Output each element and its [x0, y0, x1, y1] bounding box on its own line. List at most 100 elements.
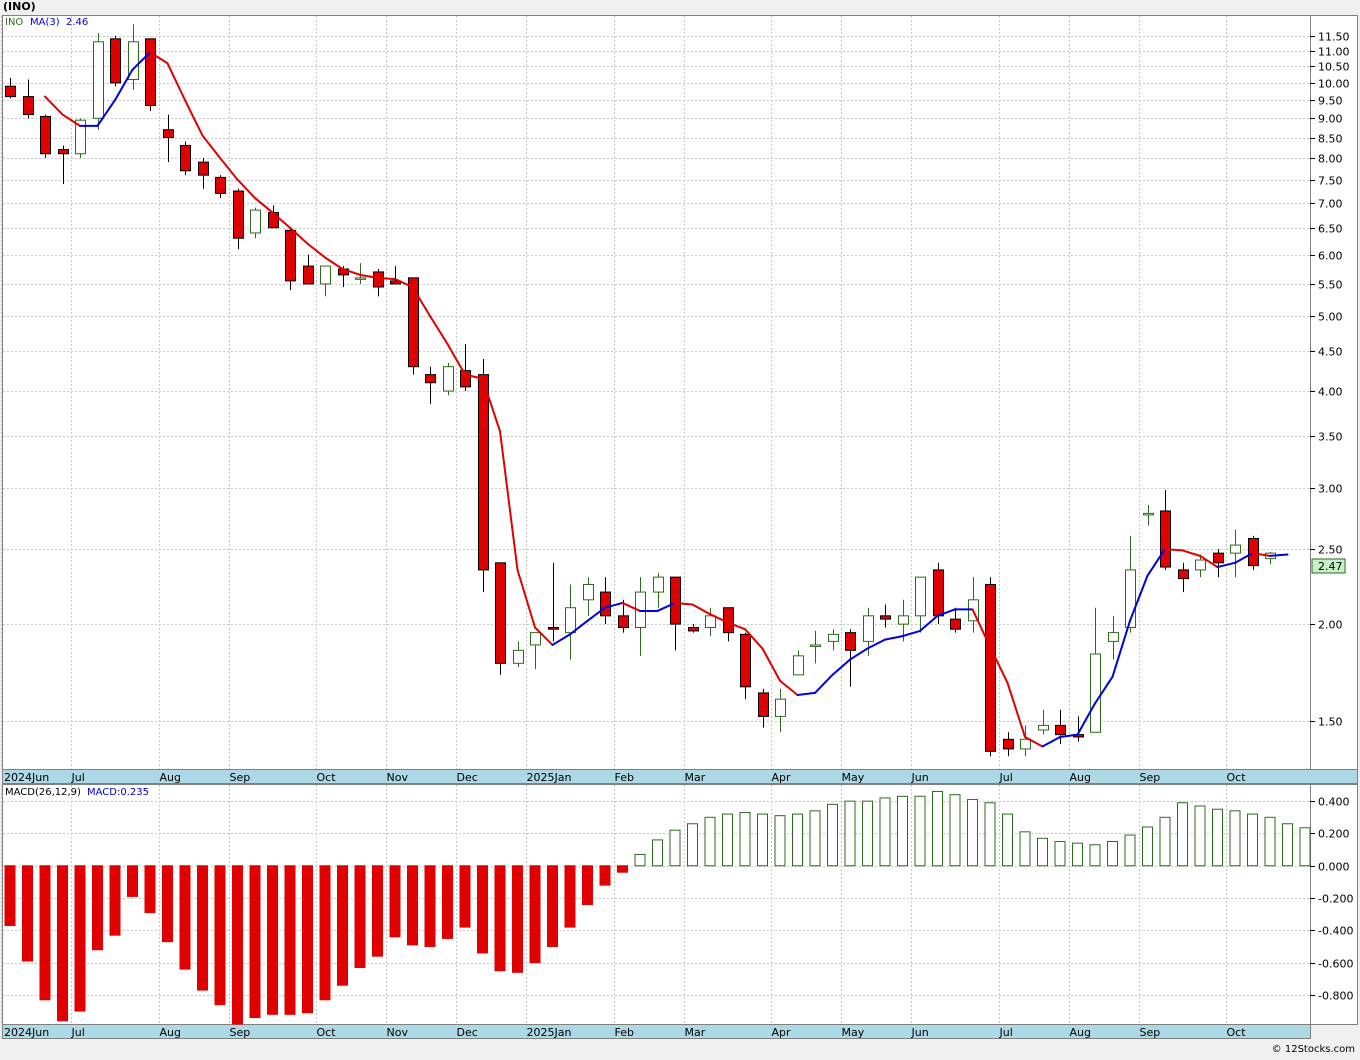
ma-segment-rising: [849, 647, 869, 661]
macd-bar-negative: [337, 865, 348, 986]
macd-bar-positive: [862, 800, 873, 867]
macd-bar-positive: [669, 829, 681, 867]
macd-bar-negative: [372, 865, 383, 957]
candle-down: [618, 615, 629, 629]
candle-down: [880, 615, 891, 620]
ma-segment-falling: [481, 377, 501, 433]
macd-bar-positive: [1072, 842, 1083, 867]
macd-bar-negative: [442, 865, 453, 939]
macd-bar-positive: [844, 800, 856, 867]
macd-x-label: Oct: [317, 1026, 337, 1039]
candle-down: [233, 190, 244, 239]
price-x-label: Jun: [911, 771, 929, 784]
macd-bar-negative: [494, 865, 506, 972]
candle-up: [513, 649, 524, 664]
candle-up: [915, 576, 926, 617]
ma-segment-falling: [499, 430, 519, 571]
candle-down: [688, 627, 699, 632]
macd-bar-negative: [459, 865, 471, 928]
candle-up: [1143, 512, 1154, 516]
ma-segment-falling: [324, 256, 344, 270]
macd-grid: [1, 785, 1310, 1024]
ma-segment-rising: [884, 635, 904, 641]
macd-date-band: [2, 1024, 1311, 1039]
macd-bar-positive: [1247, 813, 1258, 867]
macd-x-label: Sep: [230, 1026, 251, 1039]
ma-segment-rising: [1059, 733, 1079, 738]
macd-bar-positive: [1299, 827, 1311, 867]
price-tick-label: 7.00: [1318, 198, 1343, 211]
macd-bar-positive: [1019, 831, 1031, 867]
macd-bar-positive: [809, 810, 821, 867]
candle-up: [93, 41, 104, 119]
candle-up: [128, 41, 139, 81]
last-price-tag: 2.47: [1318, 560, 1343, 573]
ma-segment-rising: [1094, 675, 1114, 705]
price-x-axis: 2024Jun Jul Aug Sep Oct Nov Dec 2025Jan Feb Mar Ap…: [4, 771, 1246, 784]
ma-segment-falling: [236, 178, 256, 200]
candle-up: [705, 615, 716, 629]
candle-up: [583, 584, 594, 601]
ma-segment-rising: [1076, 702, 1096, 736]
ma-segment-falling: [534, 626, 554, 646]
macd-tick-label: -0.800: [1318, 990, 1353, 1003]
ma-segment-falling: [429, 314, 449, 346]
candle-down: [478, 374, 489, 571]
ma-segment-falling: [709, 613, 729, 624]
macd-x-label: Jul: [71, 1026, 85, 1039]
ma-segment-falling: [359, 273, 379, 279]
candle-up: [793, 655, 804, 676]
candle-up: [898, 615, 909, 625]
price-tick-label: 4.00: [1318, 386, 1343, 399]
candle-up: [775, 698, 786, 717]
macd-tick-label: -0.200: [1318, 893, 1353, 906]
ma-segment-falling: [1164, 548, 1184, 552]
candle-down: [198, 161, 209, 176]
candle-down: [268, 212, 279, 229]
macd-bar-positive: [1054, 841, 1066, 867]
candle-down: [1055, 724, 1066, 736]
candle-up: [250, 209, 261, 234]
ma-segment-rising: [936, 608, 956, 617]
ma-segment-falling: [1024, 735, 1044, 748]
macd-x-label: Feb: [615, 1026, 634, 1039]
candle-up: [443, 366, 454, 392]
ma-segment-rising: [866, 638, 886, 650]
macd-legend-label: MACD(26,12,9): [5, 787, 81, 798]
candle-up: [320, 265, 331, 285]
price-panel-frame: [2, 15, 1311, 770]
candle-down: [495, 562, 506, 664]
price-tick-label: 4.50: [1318, 346, 1343, 359]
ma-segment-falling: [149, 51, 169, 65]
ma-segment-rising: [1146, 548, 1166, 577]
price-x-label: Apr: [772, 771, 792, 784]
macd-bar-negative: [127, 865, 138, 897]
candle-up: [828, 633, 839, 642]
candle-down: [23, 96, 34, 116]
price-x-label: Jul: [999, 771, 1013, 784]
macd-bar-positive: [1264, 816, 1276, 867]
macd-x-label: Sep: [1140, 1026, 1161, 1039]
price-date-band: [2, 769, 1358, 784]
price-axis-frame: [1310, 15, 1358, 770]
macd-bar-negative: [617, 865, 628, 873]
macd-x-label: Jun: [911, 1026, 929, 1039]
ma-segment-falling: [971, 608, 991, 648]
ma-segment-falling: [691, 603, 711, 616]
price-grid: [1, 16, 1310, 769]
macd-bar-positive: [704, 816, 716, 867]
macd-x-label: Dec: [457, 1026, 478, 1039]
macd-bar-negative: [319, 865, 331, 1001]
macd-x-label: Nov: [387, 1026, 409, 1039]
candle-down: [758, 692, 769, 717]
ma-segment-falling: [516, 568, 536, 629]
ma-segment-rising: [656, 601, 676, 612]
legend-ma-label: MA(3): [30, 17, 60, 28]
candle-down: [460, 370, 471, 388]
macd-bar-negative: [302, 865, 313, 1014]
macd-x-label: 2024Jun: [4, 1026, 49, 1039]
candle-down: [285, 229, 296, 282]
macd-bar-positive: [827, 803, 838, 867]
macd-x-label: Oct: [1227, 1026, 1247, 1039]
